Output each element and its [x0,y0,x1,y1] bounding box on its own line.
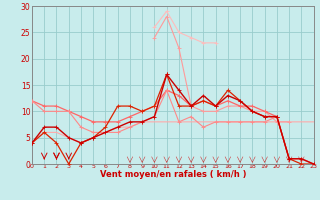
X-axis label: Vent moyen/en rafales ( km/h ): Vent moyen/en rafales ( km/h ) [100,170,246,179]
